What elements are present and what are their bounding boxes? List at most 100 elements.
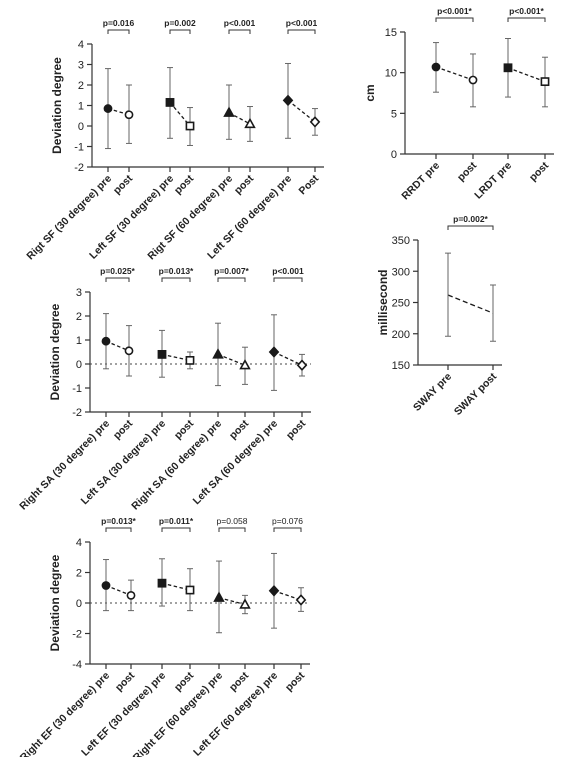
bracket-line — [107, 29, 130, 34]
p-value-label: p=0.002 — [164, 18, 196, 28]
series-pair-3 — [223, 84, 256, 142]
data-point-pre — [282, 94, 294, 107]
y-axis-label: Deviation degree — [48, 303, 62, 400]
p-value-bracket: p=0.011* — [159, 516, 194, 532]
y-tick-label: 2 — [78, 80, 84, 92]
data-point-post — [239, 358, 251, 370]
p-value-label: p<0.001* — [437, 6, 472, 16]
bracket-line — [105, 277, 130, 282]
category-label: post — [111, 172, 136, 197]
p-value-label: p=0.025* — [100, 266, 135, 276]
bracket-line — [435, 17, 474, 22]
p-value-label: p=0.013* — [101, 516, 136, 526]
data-point-pre — [268, 585, 280, 597]
series-pair-3 — [212, 322, 251, 387]
bracket-line — [447, 225, 494, 230]
pre-post-connector — [228, 112, 251, 125]
y-axis-label: cm — [363, 84, 377, 101]
category-label: Post — [297, 172, 322, 197]
category-label: LRDT pre — [472, 160, 514, 202]
pre-post-connector — [105, 584, 132, 596]
data-point-post — [296, 359, 308, 371]
y-tick-label: 200 — [392, 329, 410, 341]
series-pair-4 — [268, 552, 307, 629]
series-pair-2 — [165, 67, 195, 146]
y-tick-label: 1 — [78, 101, 84, 113]
p-value-label: p<0.001* — [509, 6, 544, 16]
pre-post-connector — [507, 67, 546, 83]
p-value-label: p=0.016 — [103, 18, 135, 28]
bracket-line — [105, 527, 132, 532]
pre-post-connector — [287, 99, 316, 123]
category-label: post — [113, 669, 138, 694]
data-point-post — [295, 594, 307, 606]
y-tick-label: 1 — [76, 335, 82, 347]
bracket-line — [217, 277, 246, 282]
p-value-bracket: p<0.001 — [224, 18, 256, 34]
data-point-pre — [268, 346, 280, 358]
p-value-label: p=0.058 — [217, 516, 248, 526]
series-pair-2 — [503, 38, 550, 108]
chart-panel-sa: -2 -1 0 1 2 3 Deviation degree Right SA (30 deg… — [17, 266, 311, 512]
data-point-post — [124, 110, 134, 120]
y-tick-label: 0 — [76, 598, 82, 610]
p-value-bracket: p=0.002 — [164, 18, 196, 34]
p-value-bracket: p=0.076 — [272, 516, 303, 532]
data-point-pre — [101, 581, 111, 590]
pre-post-connector — [435, 66, 474, 81]
y-axis-label: Deviation degree — [48, 554, 62, 651]
data-point-pre — [431, 62, 441, 72]
pre-post-connector — [273, 351, 303, 366]
p-value-label: p=0.007* — [214, 266, 249, 276]
bracket-line — [161, 277, 191, 282]
bracket-line — [169, 29, 191, 34]
y-tick-label: 2 — [76, 311, 82, 323]
p-value-label: p=0.002* — [453, 214, 488, 224]
series-pair-1 — [445, 252, 496, 342]
y-tick-label: 3 — [78, 60, 84, 72]
y-tick-label: 10 — [385, 68, 397, 80]
series-pair-3 — [213, 560, 251, 634]
y-tick-label: 0 — [391, 149, 397, 161]
p-value-bracket: p=0.007* — [214, 266, 250, 282]
category-label: Right SA (30 degree) pre — [17, 418, 112, 513]
p-value-label: p<0.001 — [286, 18, 318, 28]
p-value-bracket: p=0.025* — [100, 266, 136, 282]
data-point-post — [540, 77, 550, 87]
series-pair-1 — [103, 68, 134, 150]
y-tick-label: 350 — [392, 235, 410, 247]
data-point-post — [185, 585, 195, 595]
category-label: post — [527, 159, 552, 184]
p-value-label: p=0.013* — [159, 266, 194, 276]
y-tick-label: 5 — [391, 108, 397, 120]
y-tick-label: 15 — [385, 27, 397, 39]
data-point-post — [309, 116, 321, 128]
pre-post-connector — [161, 582, 191, 591]
p-value-bracket: p<0.001 — [272, 266, 304, 282]
p-value-bracket: p=0.016 — [103, 18, 135, 34]
y-axis-label: millisecond — [376, 269, 390, 335]
data-point-pre — [165, 98, 175, 107]
p-value-bracket: p=0.002* — [447, 214, 494, 230]
category-label: post — [455, 159, 480, 184]
category-label: post — [172, 417, 197, 442]
y-tick-label: 3 — [76, 287, 82, 299]
p-value-bracket: p=0.058 — [217, 516, 248, 532]
series-pair-1 — [101, 313, 134, 377]
p-value-label: p<0.001 — [272, 266, 304, 276]
y-tick-label: -2 — [72, 407, 82, 419]
series-pair-2 — [157, 558, 195, 612]
pre-post-connector — [447, 294, 494, 314]
series-pair-2 — [157, 329, 195, 378]
data-point-post — [124, 346, 134, 356]
data-point-post — [468, 75, 478, 85]
bracket-line — [273, 277, 303, 282]
data-point-post — [244, 117, 256, 129]
p-value-label: p<0.001 — [224, 18, 256, 28]
category-label: post — [284, 417, 309, 442]
data-point-pre — [503, 63, 513, 73]
pre-post-connector — [273, 590, 302, 601]
